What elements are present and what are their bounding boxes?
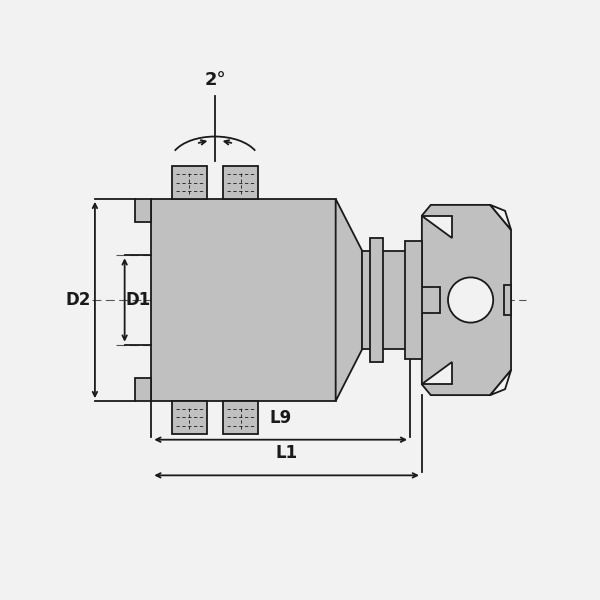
Polygon shape (335, 199, 362, 401)
Bar (135, 379, 151, 401)
Polygon shape (422, 215, 452, 238)
Bar (172, 166, 206, 199)
Polygon shape (422, 205, 511, 395)
Text: D1: D1 (125, 291, 151, 309)
Polygon shape (490, 205, 511, 230)
Bar (151, 199, 335, 401)
Text: L1: L1 (275, 444, 298, 462)
Bar (417, 287, 440, 313)
Bar (223, 401, 258, 434)
Bar (223, 166, 258, 199)
Bar (172, 401, 206, 434)
Text: 2°: 2° (204, 71, 226, 89)
Bar (370, 238, 383, 362)
Polygon shape (490, 370, 511, 395)
Circle shape (448, 277, 493, 323)
Bar (135, 199, 151, 221)
Text: L9: L9 (269, 409, 292, 427)
Text: D2: D2 (65, 291, 91, 309)
Bar (405, 241, 422, 359)
Bar (362, 251, 422, 349)
Bar (504, 285, 511, 315)
Polygon shape (422, 362, 452, 385)
